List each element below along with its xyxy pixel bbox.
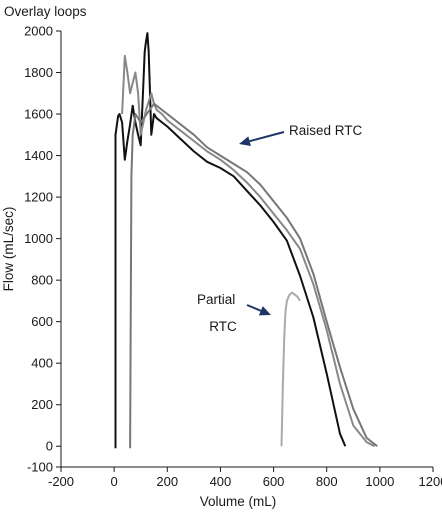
y-tick-label: 1800 [24, 65, 53, 80]
axes [60, 31, 433, 468]
x-tick-label: 1200 [419, 474, 442, 489]
series-line-3 [129, 102, 378, 449]
annotation-raised-rtc: Raised RTC [289, 123, 363, 138]
y-tick-label: 1000 [24, 231, 53, 246]
y-tick-label: 1400 [24, 148, 53, 163]
x-tick-label: 400 [210, 474, 232, 489]
y-tick-label: 800 [31, 273, 53, 288]
arrow-shaft [246, 304, 262, 312]
x-tick-label: 800 [316, 474, 338, 489]
y-tick-label: 1600 [24, 107, 53, 122]
arrow-head [258, 306, 271, 316]
arrow-head [239, 136, 251, 146]
y-tick-label: -100 [27, 460, 53, 475]
x-tick-label: 200 [156, 474, 178, 489]
axis-ticks: -200 0 200 400 600 800 1000 1200 -100 0 200 400 600 8… [24, 24, 442, 490]
series-line-4 [280, 291, 301, 447]
x-tick-label: 1000 [365, 474, 394, 489]
x-tick-label: 600 [263, 474, 285, 489]
x-axis-title: Volume (mL) [200, 494, 277, 509]
y-tick-label: 2000 [24, 24, 53, 39]
y-tick-label: 600 [31, 314, 53, 329]
series-line-1 [114, 32, 347, 449]
chart-title: Overlay loops [4, 4, 87, 19]
y-tick-label: 200 [31, 397, 53, 412]
y-axis-title: Flow (mL/sec) [1, 207, 16, 292]
y-tick-label: 0 [46, 439, 53, 454]
x-tick-label: 0 [111, 474, 118, 489]
annotation-partial-rtc: Partial RTC [197, 292, 239, 334]
series-layer [114, 32, 378, 449]
annotation-arrow-raised-rtc [239, 131, 285, 146]
y-tick-label: 1200 [24, 190, 53, 205]
x-tick-label: -200 [48, 474, 74, 489]
series-line-2 [121, 54, 375, 448]
arrow-shaft [249, 131, 285, 143]
annotation-arrow-partial-rtc [246, 304, 271, 316]
y-tick-label: 400 [31, 356, 53, 371]
